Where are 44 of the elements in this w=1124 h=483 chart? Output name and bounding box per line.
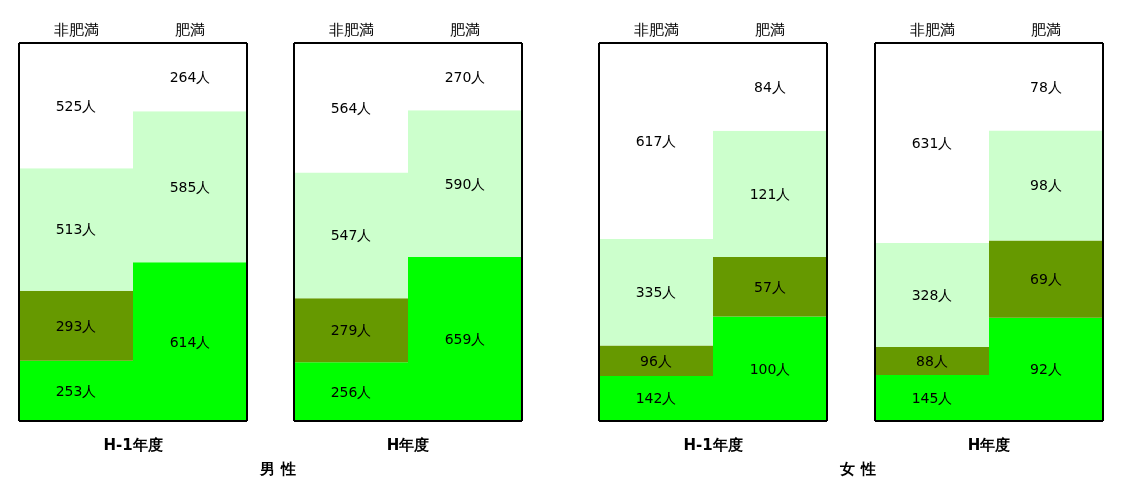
category-label: 肥満 <box>175 21 205 39</box>
data-label: 293人 <box>55 317 97 334</box>
data-label: 69人 <box>1030 271 1062 288</box>
data-label: 78人 <box>1030 78 1062 95</box>
data-label: 279人 <box>330 322 372 339</box>
data-label: 256人 <box>330 383 372 400</box>
data-label: 88人 <box>916 353 948 370</box>
text: 女 性 <box>839 460 877 479</box>
data-label: 84人 <box>754 78 786 95</box>
data-label: 92人 <box>1030 361 1062 378</box>
data-label: 145人 <box>911 390 953 407</box>
data-label: 57人 <box>754 278 786 295</box>
text: H年度 <box>966 436 1012 455</box>
data-label: 564人 <box>330 99 372 116</box>
data-label: 121人 <box>749 185 791 202</box>
category-label: 非肥満 <box>633 21 679 39</box>
data-label: 142人 <box>635 390 677 407</box>
category-label: 非肥満 <box>909 21 955 39</box>
data-label: 100人 <box>749 360 791 377</box>
data-label: 335人 <box>635 284 677 301</box>
data-label: 631人 <box>911 135 953 152</box>
data-label: 264人 <box>169 69 211 86</box>
data-label: 513人 <box>55 221 97 238</box>
text: 男 性 <box>259 460 297 479</box>
data-label: 547人 <box>330 227 372 244</box>
text: H-1年度 <box>102 436 164 455</box>
category-label: 肥満 <box>1031 21 1061 39</box>
data-label: 659人 <box>444 331 486 347</box>
data-label: 525人 <box>55 97 97 114</box>
data-label: 253人 <box>55 382 97 399</box>
data-label: 617人 <box>635 132 677 149</box>
data-label: 590人 <box>444 175 486 192</box>
category-label: 肥満 <box>450 21 480 39</box>
data-label: 98人 <box>1030 177 1062 194</box>
data-label: 585人 <box>169 178 211 195</box>
category-label: 肥満 <box>755 21 785 39</box>
category-label: 非肥満 <box>328 21 374 39</box>
text: H-1年度 <box>682 436 744 455</box>
category-label: 非肥満 <box>53 21 99 39</box>
data-label: 270人 <box>444 68 486 85</box>
data-label: 614人 <box>169 333 211 350</box>
data-label: 328人 <box>911 287 953 304</box>
text: H年度 <box>385 436 431 455</box>
data-label: 96人 <box>640 352 672 369</box>
